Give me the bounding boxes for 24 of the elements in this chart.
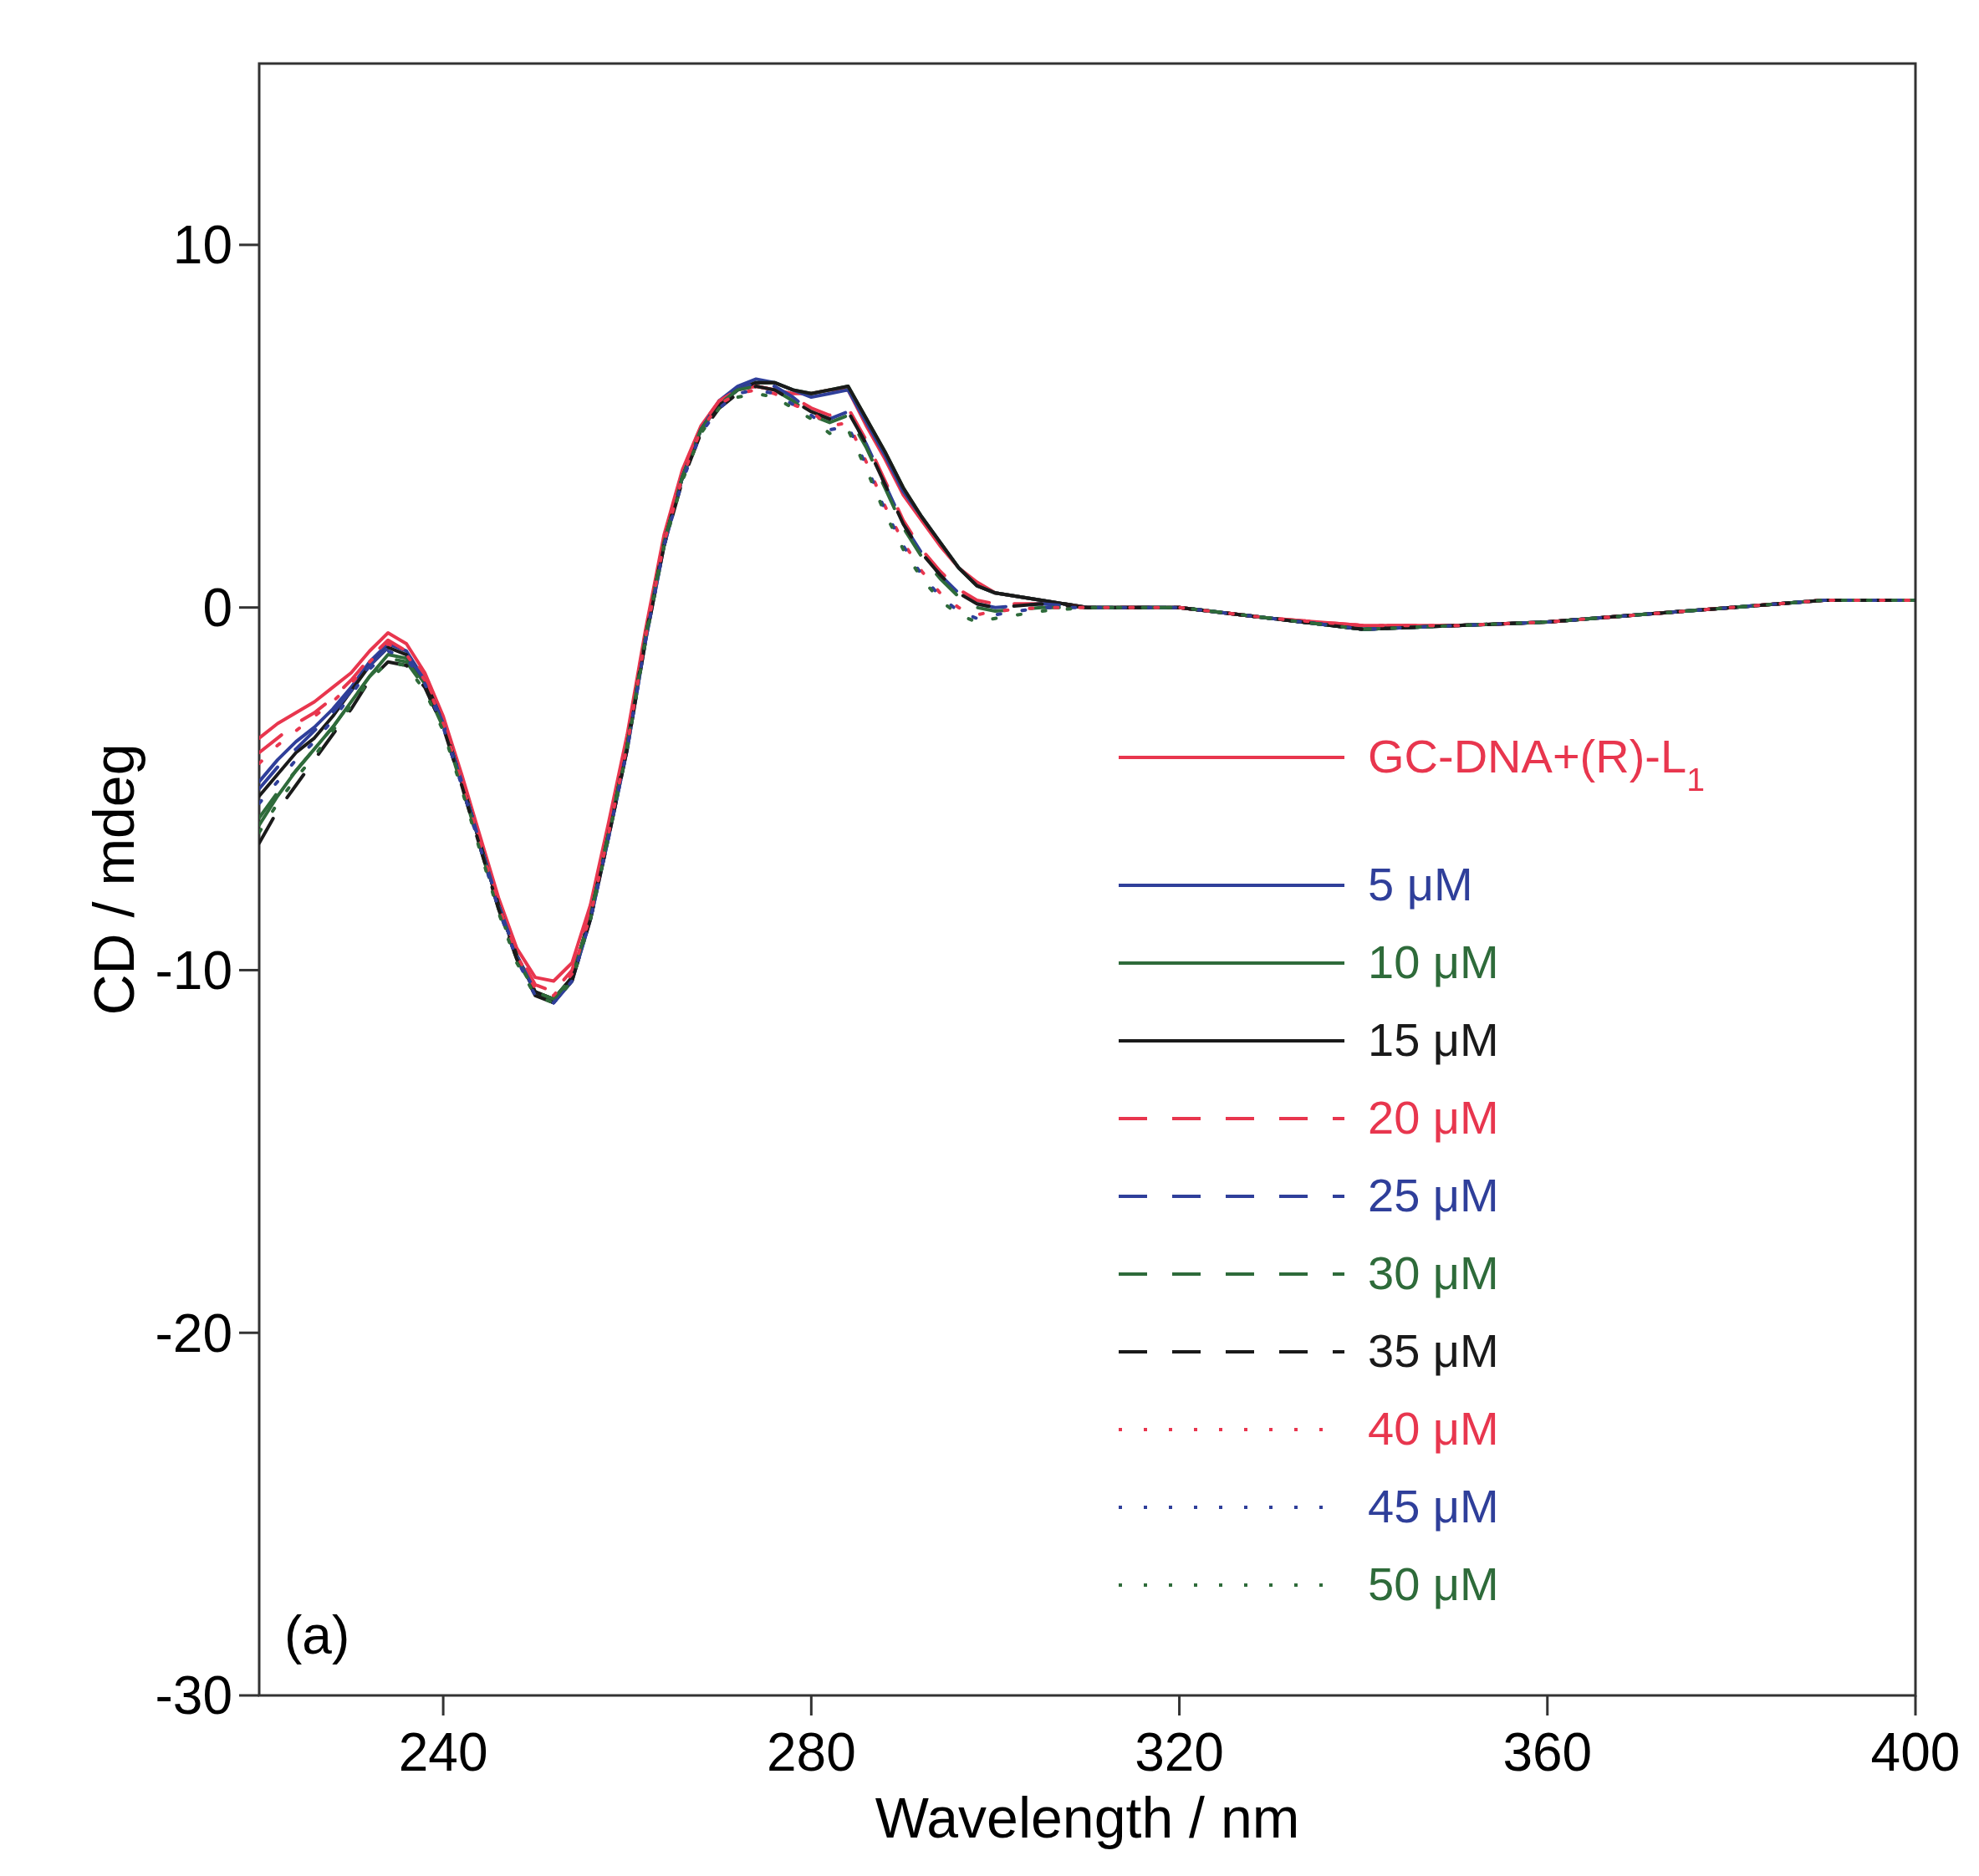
- x-tick-label: 400: [1870, 1722, 1961, 1782]
- x-tick-label: 240: [398, 1722, 488, 1782]
- y-tick-label: -30: [155, 1665, 232, 1726]
- legend-label: 40 μM: [1368, 1402, 1499, 1455]
- legend-label: 20 μM: [1368, 1091, 1499, 1144]
- legend-label: 30 μM: [1368, 1246, 1499, 1299]
- legend-label: 35 μM: [1368, 1324, 1499, 1377]
- legend-label: 10 μM: [1368, 935, 1499, 988]
- legend-label: 25 μM: [1368, 1169, 1499, 1221]
- y-tick-label: -20: [155, 1302, 232, 1364]
- x-tick-label: 320: [1135, 1722, 1224, 1782]
- x-axis-title: Wavelength / nm: [875, 1786, 1300, 1849]
- y-tick-label: 0: [202, 578, 232, 639]
- y-tick-label: 10: [172, 215, 232, 276]
- y-tick-label: -10: [155, 940, 232, 1001]
- legend-label: GC-DNA+(R)-L$_{1}$: [1368, 730, 1705, 798]
- x-tick-label: 360: [1502, 1722, 1593, 1782]
- legend-label: 45 μM: [1368, 1480, 1499, 1532]
- x-tick-label: 280: [766, 1722, 856, 1782]
- y-axis-title: CD / mdeg: [82, 743, 145, 1016]
- legend-label: 15 μM: [1368, 1013, 1499, 1066]
- legend-label: 5 μM: [1368, 858, 1473, 910]
- legend-label: 50 μM: [1368, 1557, 1499, 1610]
- annotation: (a): [284, 1605, 350, 1665]
